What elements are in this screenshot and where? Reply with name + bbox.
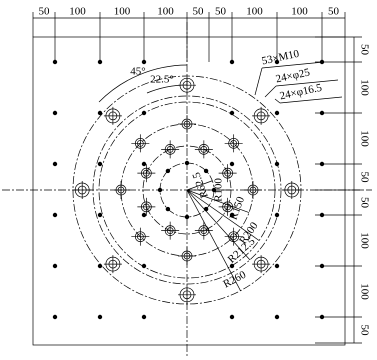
radius-label: R150 [228,195,248,222]
callout-leader [265,86,276,97]
dimension-label: 50 [215,6,227,18]
tapped-hole [320,162,324,166]
tapped-hole [320,264,324,268]
tapped-hole [142,213,146,217]
tapped-hole [275,264,279,268]
tapped-hole [142,60,146,64]
dimension-label: 100 [69,6,86,18]
dimension-label: 50 [328,6,340,18]
tapped-hole [98,213,102,217]
tapped-hole [53,264,57,268]
tapped-hole [320,315,324,319]
tapped-hole [158,188,162,192]
tapped-hole [98,264,102,268]
tapped-hole [320,111,324,115]
angle-label: 22.5° [150,74,174,86]
tapped-hole [98,315,102,319]
tapped-hole [230,60,234,64]
tapped-hole [53,162,57,166]
callout-leader [275,99,280,103]
radius-label: R100 [213,178,225,202]
drawing: 50 100 100 100 50 50 100 100 50 50 100 100 50 50 100 10… [0,0,377,360]
dimension-label: 100 [157,6,174,18]
hole-callout: 53×M10 [261,48,301,68]
dimension-label: 100 [246,6,263,18]
tapped-hole [53,60,57,64]
tapped-hole [204,169,208,173]
tapped-hole [98,60,102,64]
tapped-hole [53,111,57,115]
dimension-label: 50 [193,6,205,18]
tapped-hole [53,315,57,319]
tapped-hole [185,215,189,219]
callout-leader [255,68,262,95]
tapped-hole [275,315,279,319]
tapped-hole [98,162,102,166]
dimension-label: 50 [358,172,370,184]
tapped-hole [142,162,146,166]
tapped-hole [166,207,170,211]
dimension-label: 100 [358,232,370,249]
angle-label: 45° [130,66,145,78]
dimension-label: 50 [358,197,370,209]
hole-callout: 24×φ25 [275,66,312,85]
radius-label: R260 [221,269,248,291]
dimension-label: 100 [358,283,370,300]
dimension-label: 100 [358,130,370,147]
dimension-label: 50 [358,325,370,337]
dimension-label: 50 [39,6,51,18]
tapped-hole [275,213,279,217]
tapped-hole [230,162,234,166]
dimension-label: 100 [114,6,131,18]
tapped-hole [166,169,170,173]
tapped-hole [142,315,146,319]
tapped-hole [275,111,279,115]
dimension-label: 100 [291,6,308,18]
dimension-label: 100 [358,79,370,96]
tapped-hole [53,213,57,217]
tapped-hole [230,111,234,115]
tapped-hole [185,161,189,165]
tapped-hole [230,315,234,319]
dimension-label: 50 [358,44,370,56]
tapped-hole [320,213,324,217]
